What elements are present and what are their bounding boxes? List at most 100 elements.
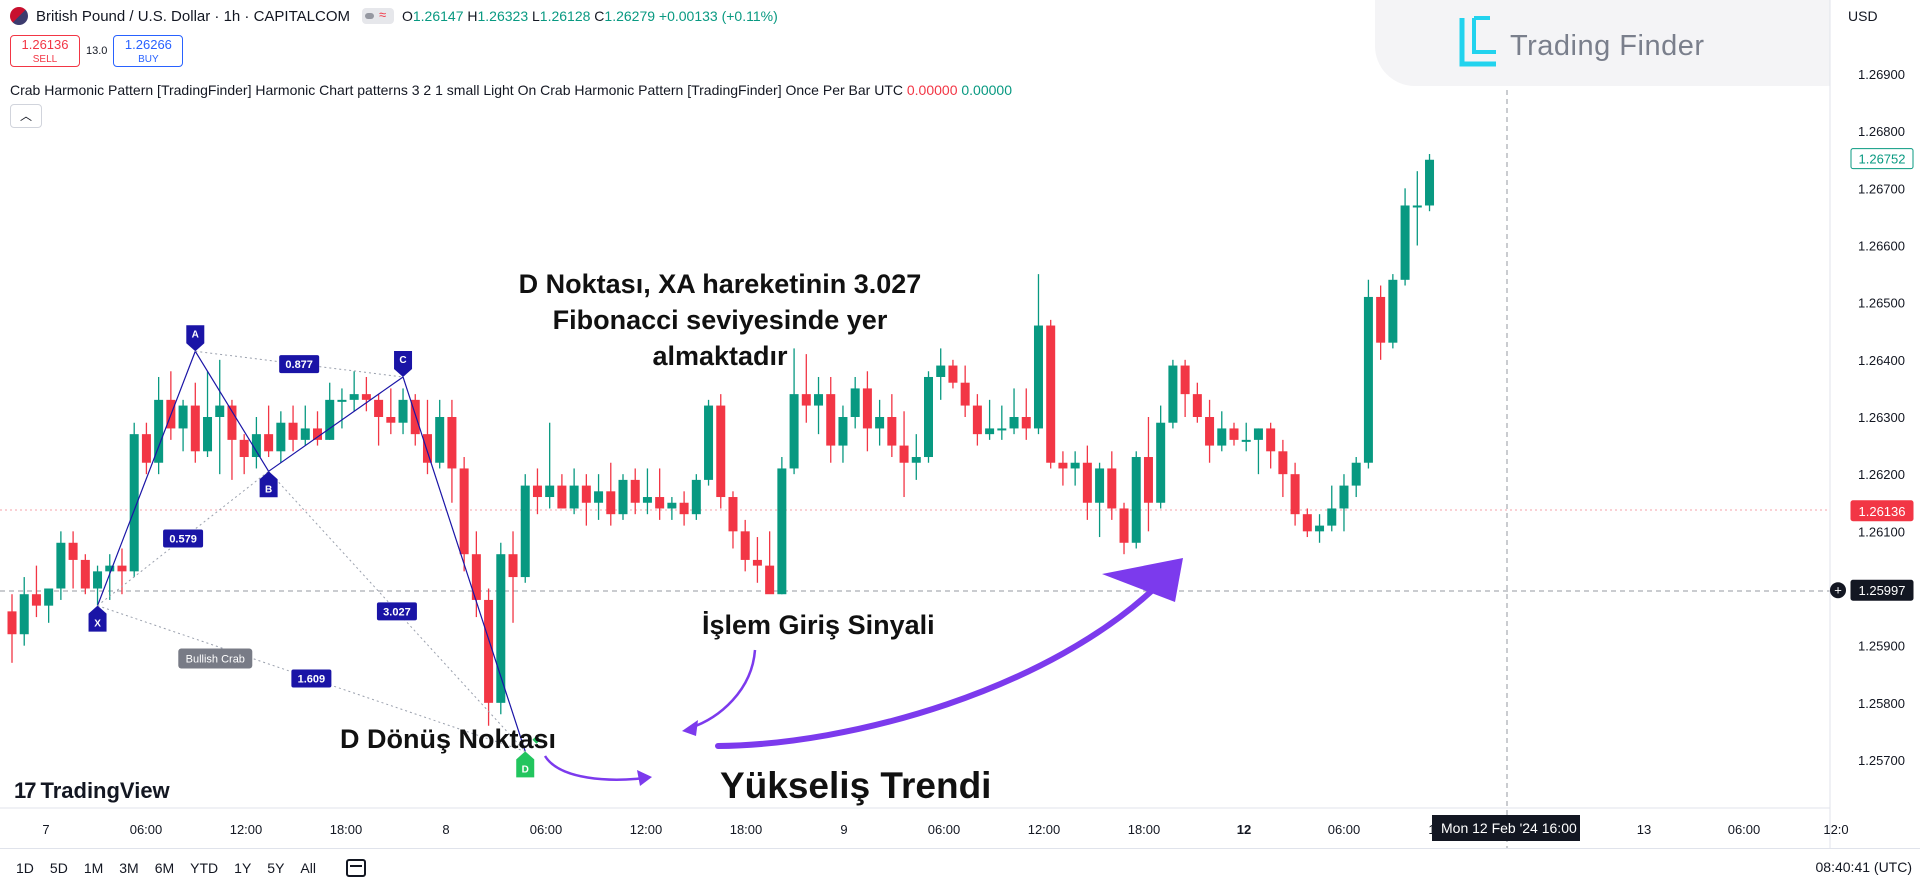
candle (1339, 474, 1349, 532)
candle (520, 474, 530, 583)
sell-button[interactable]: 1.26136 SELL (10, 35, 80, 67)
candle-body (31, 594, 41, 606)
candle-body (557, 485, 567, 509)
price-tick: 1.26300 (1858, 410, 1905, 425)
candle (642, 468, 652, 515)
time-axis[interactable]: 7 06:00 12:00 18:00 8 06:00 12:00 18:00 9 06:00 12… (0, 807, 1849, 837)
d-fib-line-3: almaktadır (652, 341, 788, 371)
candle-body (777, 468, 787, 595)
price-chart[interactable]: 0.877 0.579 3.027 1.609 Bullish Crab X A B C D 1.… (0, 0, 1920, 848)
candle-body (1046, 325, 1056, 463)
candle (1180, 359, 1190, 417)
range-all[interactable]: All (300, 860, 316, 876)
candle-body (264, 434, 274, 452)
candle (630, 468, 640, 515)
harmonic-pattern: 0.877 0.579 3.027 1.609 Bullish Crab X A B C D (88, 325, 541, 778)
time-tick: 12 (1237, 822, 1251, 837)
time-tick: 7 (42, 822, 49, 837)
entry-signal-annotation: İşlem Giriş Sinyali (702, 610, 935, 640)
candle-body (532, 485, 542, 498)
ratio-label: 0.877 (279, 355, 320, 374)
chevron-up-icon[interactable]: ︿ (10, 104, 42, 128)
candle-body (484, 599, 494, 703)
pattern-point-label: X (94, 619, 101, 630)
candle (826, 376, 836, 463)
ratio-label: 0.579 (163, 529, 204, 548)
candle (606, 462, 616, 526)
candle-body (1009, 417, 1019, 429)
candle (1253, 428, 1263, 475)
candle (1070, 451, 1080, 486)
indicator-legend[interactable]: Crab Harmonic Pattern [TradingFinder] Ha… (10, 82, 1012, 98)
range-5y[interactable]: 5Y (267, 860, 285, 876)
candle-body (569, 485, 579, 509)
candle (19, 577, 29, 646)
candle-body (203, 417, 213, 452)
candle-body (93, 571, 103, 589)
candle (361, 376, 371, 412)
candle (752, 537, 762, 583)
candle (300, 405, 310, 446)
candle (80, 554, 90, 595)
clock[interactable]: 08:40:41 (UTC) (1815, 859, 1912, 875)
tradingview-logo[interactable]: 17 TradingView (14, 778, 170, 804)
candle-body (1376, 296, 1386, 343)
candle (1033, 274, 1043, 435)
range-3m[interactable]: 3M (119, 860, 139, 876)
candle-body (1363, 296, 1373, 463)
candle-body (765, 565, 775, 595)
candle-body (105, 565, 115, 572)
candle (484, 588, 494, 726)
candle (1315, 514, 1325, 543)
price-label-text: 1.26136 (1859, 504, 1906, 519)
pattern-leg-ab (194, 350, 270, 472)
candle (31, 565, 41, 618)
price-tick: 1.26100 (1858, 524, 1905, 539)
candle-body (178, 405, 188, 429)
candle-body (1327, 508, 1337, 526)
candle (1009, 388, 1019, 435)
calendar-icon[interactable] (345, 859, 366, 877)
range-ytd[interactable]: YTD (190, 860, 219, 876)
symbol-line: British Pound / U.S. Dollar · 1h · CAPIT… (10, 7, 778, 25)
candle-body (1339, 485, 1349, 509)
candle (594, 474, 604, 520)
candle-body (1290, 474, 1300, 515)
range-6m[interactable]: 6M (154, 860, 175, 876)
candle (1205, 399, 1215, 463)
candle (44, 588, 54, 623)
tradingview-logo-icon: 17 (14, 778, 37, 803)
candle (190, 382, 200, 463)
candle-body (1058, 462, 1068, 469)
candle-body (1033, 325, 1043, 429)
visibility-toggle-icon[interactable]: ≈ (361, 7, 394, 24)
time-tick: 06:00 (530, 822, 563, 837)
currency-selector[interactable]: USD (1848, 8, 1878, 24)
candle (435, 399, 445, 469)
candle (948, 359, 958, 389)
candle-body (447, 417, 457, 469)
candle-body (1400, 205, 1410, 280)
time-tick: 06:00 (1728, 822, 1761, 837)
candle-body (251, 434, 261, 458)
candle-body (1302, 514, 1312, 532)
candle-body (581, 485, 591, 503)
candle (1107, 451, 1117, 520)
candle (972, 394, 982, 446)
ratio-label-bg (291, 669, 332, 688)
candle-body (655, 497, 665, 509)
candle-body (911, 457, 921, 463)
price-axis[interactable]: 1.26900 1.26800 1.26700 1.26600 1.26500 1.264… (1829, 0, 1920, 848)
candle (1241, 422, 1251, 452)
range-1m[interactable]: 1M (83, 860, 104, 876)
range-1y[interactable]: 1Y (234, 860, 252, 876)
range-1d[interactable]: 1D (16, 860, 34, 876)
d-fib-line-2: Fibonacci seviyesinde yer (552, 305, 888, 335)
candle (264, 405, 274, 458)
candle (801, 354, 811, 423)
range-5d[interactable]: 5D (49, 860, 68, 876)
symbol-title[interactable]: British Pound / U.S. Dollar · 1h · CAPIT… (36, 7, 350, 25)
candle (68, 531, 78, 589)
candle (227, 399, 237, 480)
buy-button[interactable]: 1.26266 BUY (113, 35, 184, 67)
